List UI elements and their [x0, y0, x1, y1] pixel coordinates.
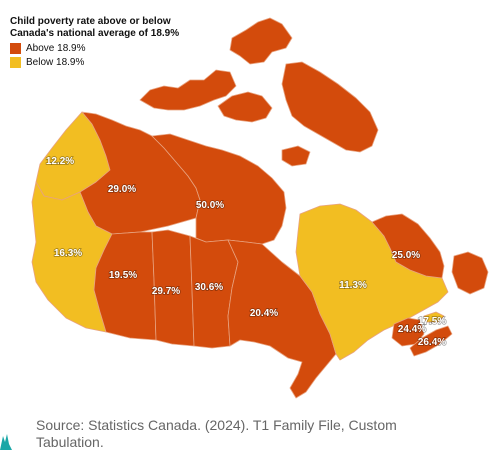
label-yukon: 12.2%: [46, 156, 74, 167]
logo-mark-icon: [0, 434, 12, 450]
map-legend: Child poverty rate above or below Canada…: [10, 16, 210, 68]
label-ontario: 20.4%: [250, 308, 278, 319]
label-nova-scotia: 26.4%: [418, 337, 446, 348]
legend-label-below: Below 18.9%: [26, 57, 85, 68]
legend-swatch-below: [10, 57, 21, 68]
region-nunavut: [151, 133, 287, 245]
region-new-brunswick: [391, 317, 425, 347]
legend-label-above: Above 18.9%: [26, 43, 86, 54]
region-baffin-island: [281, 61, 379, 153]
region-nova-scotia: [409, 325, 453, 357]
legend-swatch-above: [10, 43, 21, 54]
source-note: Source: Statistics Canada. (2024). T1 Fa…: [36, 417, 397, 450]
region-labrador: [371, 213, 445, 279]
label-quebec: 11.3%: [339, 280, 367, 291]
region-southampton-island: [281, 145, 311, 167]
region-arctic-islands-north: [229, 17, 293, 65]
region-prince-edward-island: [423, 311, 445, 323]
label-british-columbia: 16.3%: [54, 248, 82, 259]
legend-title: Child poverty rate above or below Canada…: [10, 16, 180, 39]
region-newfoundland-island: [451, 251, 489, 295]
region-arctic-islands-west: [139, 69, 237, 111]
region-arctic-islands-center: [217, 91, 273, 123]
label-northwest-territories: 29.0%: [108, 184, 136, 195]
label-prince-edward-island: 17.5%: [418, 316, 446, 327]
label-alberta: 19.5%: [109, 270, 137, 281]
label-saskatchewan: 29.7%: [152, 286, 180, 297]
label-newfoundland-labrador: 25.0%: [392, 250, 420, 261]
region-northwest-territories: [79, 111, 201, 235]
legend-item-above: Above 18.9%: [10, 43, 210, 54]
label-manitoba: 30.6%: [195, 282, 223, 293]
region-alberta: [93, 231, 157, 341]
label-new-brunswick: 24.4%: [398, 324, 426, 335]
label-nunavut: 50.0%: [196, 200, 224, 211]
legend-item-below: Below 18.9%: [10, 57, 210, 68]
